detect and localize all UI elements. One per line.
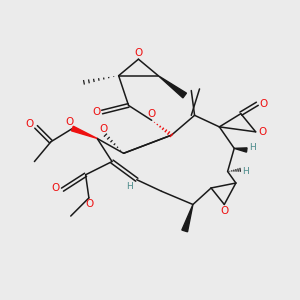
Polygon shape <box>71 126 97 138</box>
Text: H: H <box>249 143 256 152</box>
Text: O: O <box>259 99 267 109</box>
Text: H: H <box>242 167 249 176</box>
Text: O: O <box>100 124 108 134</box>
Text: O: O <box>92 107 100 117</box>
Text: O: O <box>259 127 267 137</box>
Polygon shape <box>234 148 247 152</box>
Text: O: O <box>51 183 59 193</box>
Text: O: O <box>134 48 142 58</box>
Text: H: H <box>126 182 133 191</box>
Polygon shape <box>182 205 193 232</box>
Polygon shape <box>158 76 187 98</box>
Text: O: O <box>85 199 94 209</box>
Text: O: O <box>148 109 156 119</box>
Text: O: O <box>25 118 34 129</box>
Text: O: O <box>65 117 73 127</box>
Text: O: O <box>220 206 228 216</box>
